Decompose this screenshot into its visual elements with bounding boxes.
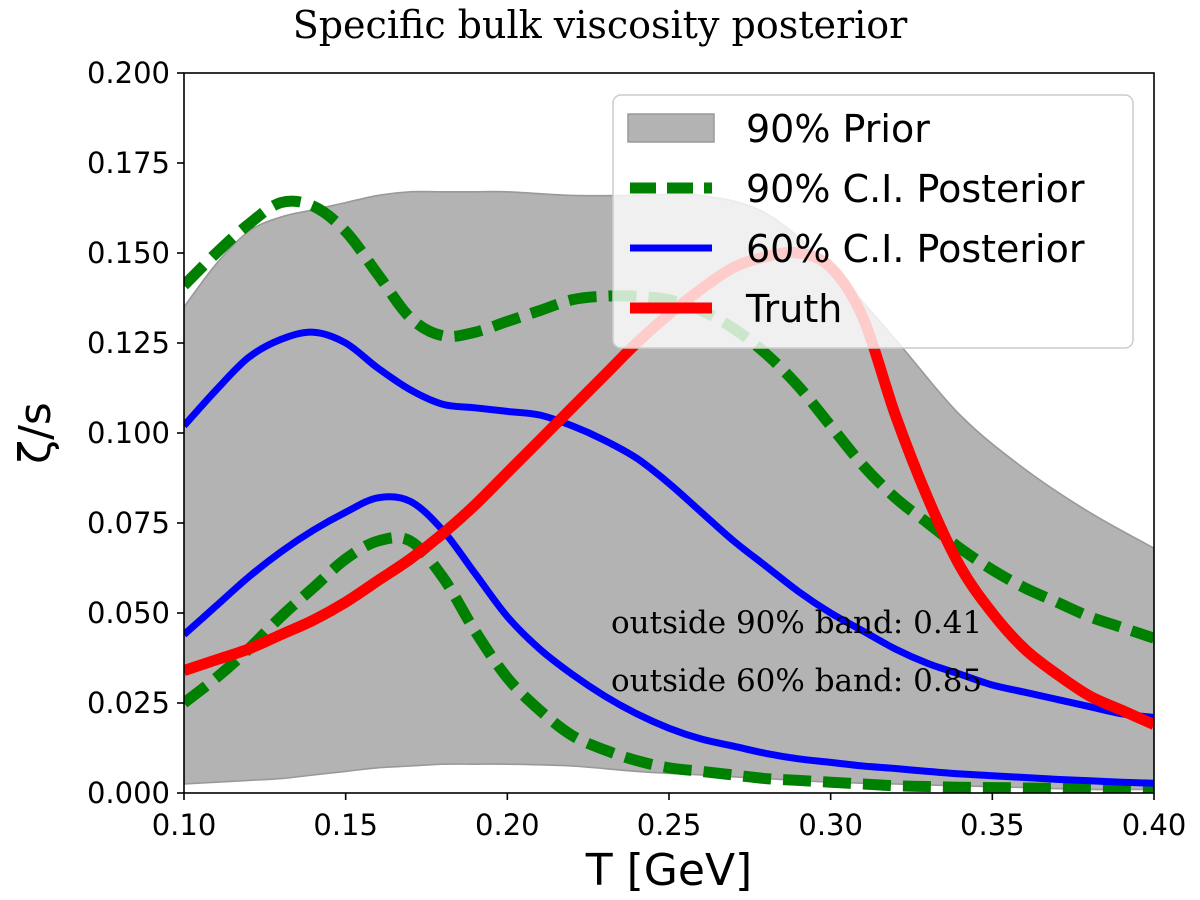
chart-title: Specific bulk viscosity posterior — [293, 3, 908, 47]
y-tick-label: 0.075 — [87, 506, 170, 540]
y-tick-label: 0.175 — [87, 146, 170, 180]
legend: 90% Prior 90% C.I. Posterior 60% C.I. Po… — [612, 94, 1134, 349]
ci60-lower-line — [184, 493, 1154, 787]
x-tick-label: 0.20 — [475, 808, 540, 842]
x-tick-label: 0.15 — [313, 808, 378, 842]
y-tick-label: 0.150 — [87, 236, 170, 270]
x-tick-label: 0.30 — [798, 808, 863, 842]
legend-swatch-prior — [627, 113, 715, 143]
legend-box — [612, 94, 1134, 349]
y-tick-label: 0.125 — [87, 326, 170, 360]
legend-label-truth: Truth — [745, 287, 842, 331]
annotation-outside-60: outside 60% band: 0.85 — [611, 663, 982, 699]
y-axis-label: ζ/s — [10, 402, 61, 464]
x-tick-label: 0.35 — [960, 808, 1025, 842]
ci90-lower-line — [184, 532, 1154, 793]
annotations: outside 90% band: 0.41 outside 60% band:… — [611, 605, 982, 699]
annotation-outside-90: outside 90% band: 0.41 — [611, 605, 982, 641]
y-axis: 0.000 0.025 0.050 0.075 0.100 0.125 0.150 0.175… — [87, 56, 184, 810]
x-axis-label: T [GeV] — [585, 845, 752, 896]
x-axis: 0.10 0.15 0.20 0.25 0.30 0.35 0.40 — [152, 793, 1187, 842]
x-tick-label: 0.25 — [637, 808, 702, 842]
y-tick-label: 0.100 — [87, 416, 170, 450]
plot-area — [184, 190, 1154, 793]
y-tick-label: 0.050 — [87, 596, 170, 630]
x-tick-label: 0.10 — [152, 808, 217, 842]
x-tick-label: 0.40 — [1122, 808, 1187, 842]
y-tick-label: 0.025 — [87, 686, 170, 720]
y-tick-label: 0.200 — [87, 56, 170, 90]
legend-label-prior: 90% Prior — [746, 107, 930, 151]
y-tick-label: 0.000 — [87, 776, 170, 810]
legend-label-ci60: 60% C.I. Posterior — [746, 227, 1085, 271]
ci60-upper-line — [184, 328, 1154, 721]
legend-label-ci90: 90% C.I. Posterior — [746, 167, 1085, 211]
